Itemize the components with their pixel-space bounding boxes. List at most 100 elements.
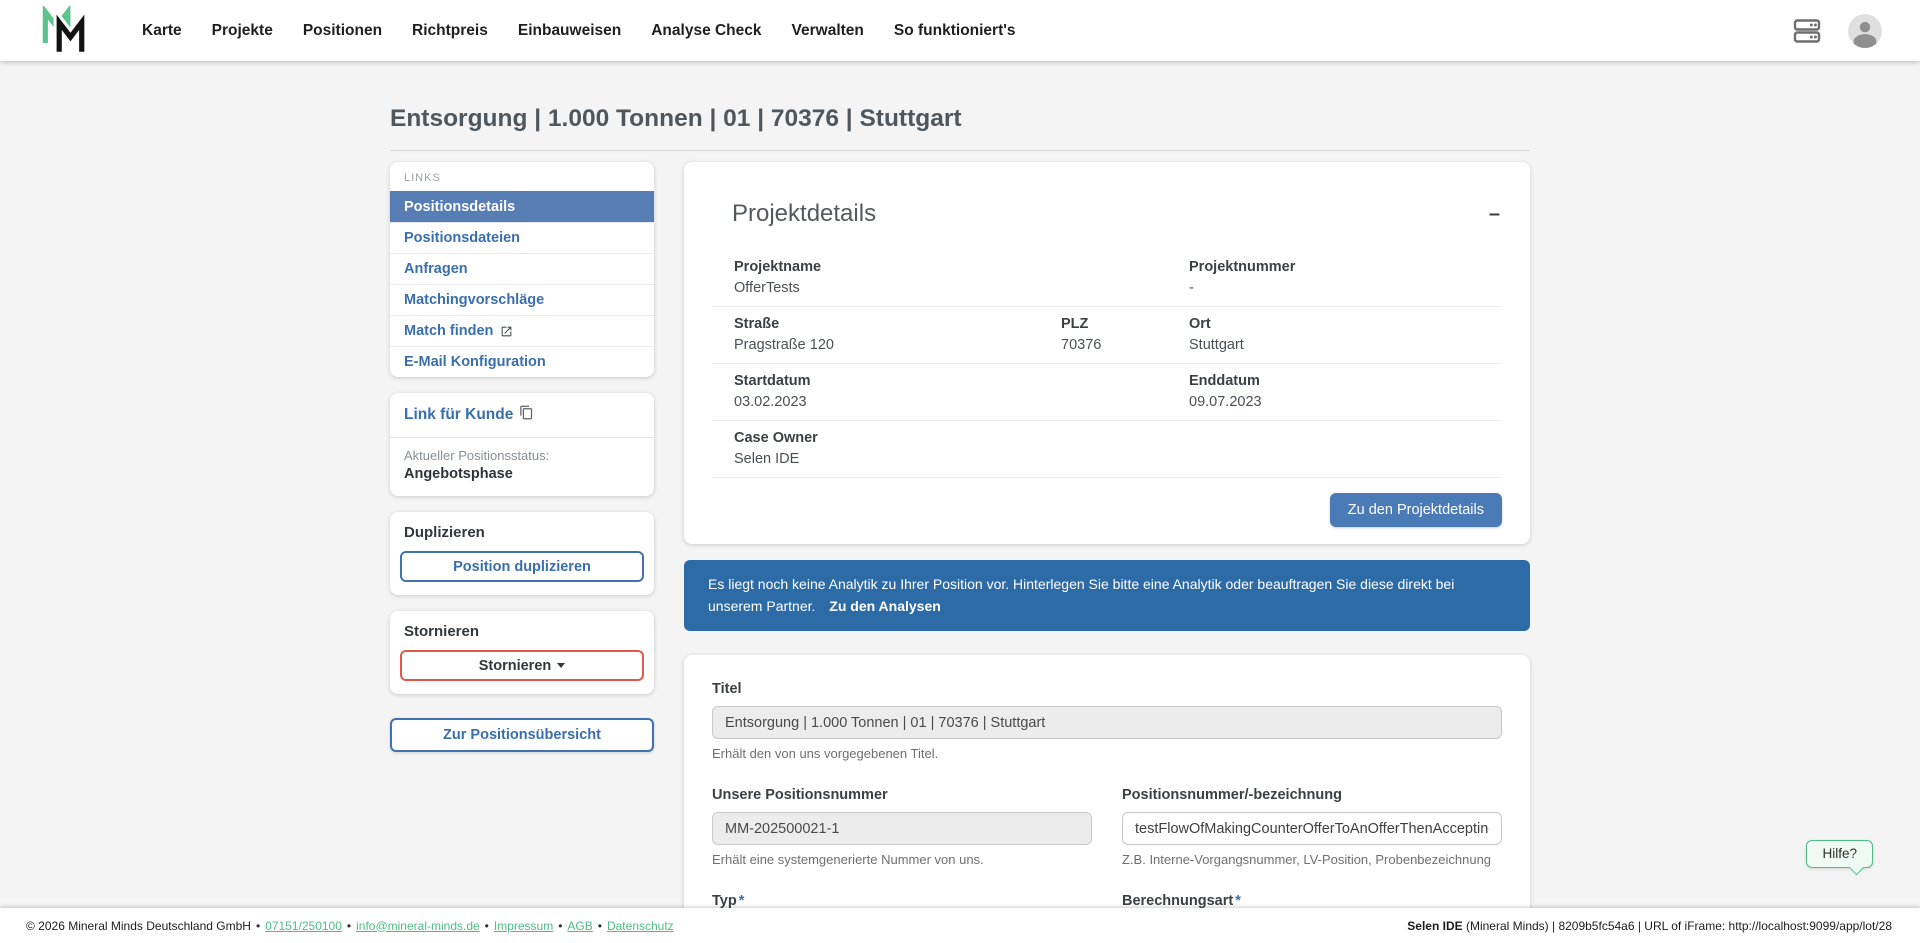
sidebar-item-label: Positionsdetails [404, 199, 516, 215]
table-row: Straße Pragstraße 120 PLZ 70376 Ort Stut… [712, 307, 1502, 364]
cancel-title: Stornieren [404, 623, 480, 640]
sidebar-item-label: Match finden [404, 323, 494, 339]
sidebar-item-matchingvorschlaege[interactable]: Matchingvorschläge [390, 284, 654, 315]
duplicate-title: Duplizieren [404, 524, 485, 541]
cancel-position-button[interactable]: Stornieren [400, 650, 644, 681]
enddatum-value: 09.07.2023 [1189, 394, 1262, 410]
collapse-icon[interactable]: – [1488, 203, 1500, 225]
phone-link[interactable]: 07151/250100 [265, 918, 342, 933]
sidebar-item-label: Anfragen [404, 261, 468, 277]
cancel-card: Stornieren Stornieren [390, 611, 654, 694]
nav-item-richtpreis[interactable]: Richtpreis [412, 22, 488, 39]
sidebar-links-card: LINKS Positionsdetails Positionsdateien … [390, 162, 654, 377]
nav-item-einbauweisen[interactable]: Einbauweisen [517, 22, 622, 39]
topbar-icons [1792, 13, 1882, 48]
plz-label: PLZ [1061, 316, 1089, 332]
external-link-icon [500, 325, 513, 338]
position-form-card: Titel Erhält den von uns vorgegebenen Ti… [684, 655, 1530, 943]
impressum-link[interactable]: Impressum [493, 918, 554, 933]
status-card: Link für Kunde Aktueller Positionsstatus… [390, 393, 654, 496]
nav-item-projekte[interactable]: Projekte [211, 22, 273, 39]
sidebar-item-email-konfiguration[interactable]: E-Mail Konfiguration [390, 346, 654, 377]
datenschutz-link[interactable]: Datenschutz [606, 918, 674, 933]
customer-link[interactable]: Link für Kunde [390, 405, 654, 425]
sidebar: LINKS Positionsdetails Positionsdateien … [390, 162, 654, 752]
footer: © 2026 Mineral Minds Deutschland GmbH • … [0, 908, 1920, 943]
table-row: Startdatum 03.02.2023 Enddatum 09.07.202… [712, 364, 1502, 421]
positionsnummer-field[interactable] [712, 812, 1092, 846]
links-header: LINKS [404, 172, 441, 184]
nav-item-karte[interactable]: Karte [142, 22, 182, 39]
table-row: Case Owner Selen IDE [712, 421, 1502, 478]
berechnungsart-label: Berechnungsart * [1122, 893, 1241, 910]
titel-label: Titel [712, 681, 742, 698]
main-nav: Karte Projekte Positionen Richtpreis Ein… [142, 0, 1016, 61]
sidebar-item-match-finden[interactable]: Match finden [390, 315, 654, 346]
customer-link-label: Link für Kunde [404, 406, 514, 423]
go-to-project-details-button[interactable]: Zu den Projektdetails [1329, 493, 1502, 527]
bezeichnung-label: Positionsnummer/-bezeichnung [1122, 787, 1342, 804]
required-mark: * [1235, 893, 1241, 910]
title-divider [390, 150, 1530, 151]
agb-link[interactable]: AGB [567, 918, 593, 933]
copyright-text: © 2026 Mineral Minds Deutschland GmbH [26, 918, 251, 933]
positionsnummer-label: Unsere Positionsnummer [712, 787, 888, 804]
logo-svg [42, 5, 88, 52]
sidebar-item-positionsdetails[interactable]: Positionsdetails [390, 191, 654, 222]
sidebar-item-anfragen[interactable]: Anfragen [390, 253, 654, 284]
nav-item-so-funktionierts[interactable]: So funktioniert's [893, 22, 1016, 39]
banner-text: Es liegt noch keine Analytik zu Ihrer Po… [708, 576, 1455, 614]
duplicate-position-button[interactable]: Position duplizieren [400, 551, 644, 582]
status-divider [390, 437, 654, 438]
sidebar-item-label: Positionsdateien [404, 230, 521, 246]
plz-value: 70376 [1061, 337, 1102, 353]
copy-icon [519, 405, 534, 425]
session-info: Selen IDE (Mineral Minds) | 8209b5fc54a6… [1407, 919, 1892, 933]
titel-help: Erhält den von uns vorgegebenen Titel. [712, 746, 939, 762]
bezeichnung-field[interactable] [1122, 812, 1502, 846]
enddatum-label: Enddatum [1189, 373, 1260, 389]
topbar: Karte Projekte Positionen Richtpreis Ein… [0, 0, 1920, 61]
help-button[interactable]: Hilfe? [1806, 840, 1873, 868]
sidebar-item-positionsdateien[interactable]: Positionsdateien [390, 222, 654, 253]
status-value: Angebotsphase [404, 466, 513, 482]
projektname-label: Projektname [734, 259, 822, 275]
startdatum-label: Startdatum [734, 373, 811, 389]
titel-field[interactable] [712, 706, 1502, 740]
duplicate-card: Duplizieren Position duplizieren [390, 512, 654, 595]
page-title: Entsorgung | 1.000 Tonnen | 01 | 70376 |… [390, 105, 962, 132]
projektnummer-value: - [1189, 280, 1194, 296]
chevron-down-icon [557, 663, 566, 669]
sidebar-item-label: Matchingvorschläge [404, 292, 545, 308]
server-icon[interactable] [1792, 17, 1822, 45]
content-column: Projektdetails – Projektname OfferTests … [684, 162, 1530, 943]
sidebar-item-label: E-Mail Konfiguration [404, 354, 546, 370]
startdatum-value: 03.02.2023 [734, 394, 807, 410]
footer-left: © 2026 Mineral Minds Deutschland GmbH • … [26, 918, 674, 933]
nav-item-analyse-check[interactable]: Analyse Check [651, 22, 762, 39]
nav-item-verwalten[interactable]: Verwalten [791, 22, 864, 39]
project-details-card: Projektdetails – Projektname OfferTests … [684, 162, 1530, 544]
session-details: (Mineral Minds) | 8209b5fc54a6 | URL of … [1462, 918, 1892, 933]
ort-label: Ort [1189, 316, 1211, 332]
mineral-minds-logo-icon[interactable] [40, 4, 94, 58]
project-details-title: Projektdetails [732, 200, 877, 227]
required-mark: * [738, 893, 745, 910]
projektnummer-label: Projektnummer [1189, 259, 1296, 275]
table-row: Projektname OfferTests Projektnummer - [712, 250, 1502, 307]
avatar-icon[interactable] [1848, 13, 1882, 48]
case-owner-label: Case Owner [734, 430, 818, 446]
status-label: Aktueller Positionsstatus: [404, 448, 550, 463]
projektname-value: OfferTests [734, 280, 800, 296]
position-overview-button[interactable]: Zur Positionsübersicht [390, 718, 654, 752]
session-user: Selen IDE [1407, 918, 1463, 933]
email-link[interactable]: info@mineral-minds.de [356, 918, 480, 933]
project-details-fields: Projektname OfferTests Projektnummer - S… [712, 250, 1502, 478]
go-to-analyses-link[interactable]: Zu den Analysen [829, 597, 941, 614]
nav-item-positionen[interactable]: Positionen [302, 22, 383, 39]
bezeichnung-help: Z.B. Interne-Vorgangsnummer, LV-Position… [1122, 852, 1492, 868]
typ-label: Typ * [712, 893, 745, 910]
strasse-label: Straße [734, 316, 780, 332]
strasse-value: Pragstraße 120 [734, 337, 834, 353]
positionsnummer-help: Erhält eine systemgenerierte Nummer von … [712, 852, 984, 868]
